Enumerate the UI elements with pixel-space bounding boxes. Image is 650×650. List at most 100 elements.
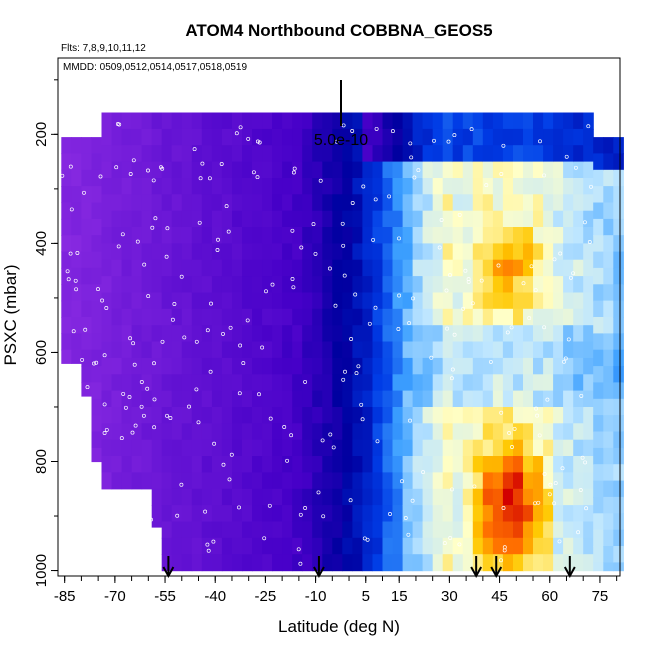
heatmap-cell	[492, 210, 504, 228]
heatmap-cell	[492, 227, 504, 244]
heatmap-cell	[553, 357, 564, 375]
heatmap-cell	[553, 488, 564, 506]
sample-marker	[457, 542, 462, 547]
sample-marker	[268, 416, 273, 421]
heatmap-cell	[232, 178, 243, 195]
sample-marker	[334, 139, 339, 144]
heatmap-cell	[262, 505, 273, 523]
sample-marker	[216, 237, 220, 242]
sample-marker	[416, 168, 421, 173]
heatmap-cell	[402, 292, 414, 310]
heatmap-cell	[442, 243, 454, 261]
heatmap-cell	[302, 210, 313, 228]
heatmap-cell	[603, 546, 614, 563]
heatmap-cell	[121, 374, 133, 392]
heatmap-cell	[191, 521, 203, 539]
sample-marker	[237, 505, 241, 510]
heatmap-cell	[262, 210, 273, 228]
heatmap-cell	[392, 128, 404, 146]
heatmap-cell	[272, 112, 283, 130]
heatmap-cell	[382, 505, 394, 523]
sample-marker	[542, 325, 547, 330]
sample-marker	[234, 131, 239, 136]
heatmap-cell	[482, 128, 494, 146]
heatmap-cell	[332, 145, 343, 163]
heatmap-cell	[523, 112, 534, 130]
heatmap-cell	[482, 227, 494, 244]
heatmap-cell	[101, 276, 113, 294]
heatmap-cell	[151, 276, 163, 294]
heatmap-cell	[171, 341, 183, 359]
heatmap-cell	[533, 390, 544, 408]
heatmap-cell	[61, 300, 72, 318]
heatmap-cell	[593, 169, 604, 187]
heatmap-cell	[412, 276, 424, 294]
heatmap-cell	[322, 161, 333, 179]
sample-marker	[421, 470, 426, 475]
sample-marker	[255, 139, 260, 144]
heatmap-cell	[141, 259, 153, 277]
heatmap-cell	[593, 415, 604, 433]
heatmap-cell	[91, 284, 103, 302]
heatmap-cell	[472, 341, 484, 359]
heatmap-cell	[362, 374, 373, 392]
heatmap-cell	[422, 488, 434, 506]
heatmap-cell	[342, 178, 353, 195]
heatmap-cell	[442, 537, 454, 555]
heatmap-cell	[613, 235, 624, 253]
heatmap-cell	[322, 357, 333, 375]
heatmap-cell	[221, 488, 233, 506]
sample-marker	[303, 379, 308, 384]
heatmap-cell	[191, 227, 203, 244]
heatmap-cell	[563, 145, 574, 163]
sample-marker	[512, 426, 517, 431]
heatmap-cell	[533, 423, 544, 441]
sample-marker	[371, 237, 376, 242]
heatmap-cell	[161, 390, 173, 408]
heatmap-cell	[573, 505, 584, 523]
heatmap-cell	[513, 423, 524, 441]
heatmap-cell	[181, 292, 193, 310]
heatmap-cell	[101, 292, 113, 310]
heatmap-cell	[402, 341, 414, 359]
heatmap-cell	[131, 439, 143, 457]
heatmap-cell	[372, 161, 384, 179]
sample-marker	[82, 190, 86, 195]
heatmap-cell	[533, 128, 544, 146]
heatmap-cell	[221, 292, 233, 310]
sample-marker	[200, 161, 205, 166]
heatmap-cell	[553, 407, 564, 424]
heatmap-cell	[181, 243, 193, 261]
heatmap-cell	[432, 112, 444, 130]
heatmap-cell	[332, 341, 343, 359]
heatmap-cell	[232, 128, 243, 146]
heatmap-cell	[543, 308, 554, 326]
heatmap-cell	[432, 390, 444, 408]
sample-marker	[299, 245, 304, 250]
sample-marker	[365, 537, 370, 542]
sample-marker	[564, 154, 569, 159]
heatmap-cell	[201, 423, 213, 441]
heatmap-cell	[462, 505, 474, 523]
heatmap-cell	[392, 243, 404, 261]
heatmap-cell	[462, 488, 474, 506]
sample-marker	[448, 273, 452, 278]
heatmap-cell	[352, 439, 363, 457]
heatmap-cell	[131, 325, 143, 343]
heatmap-cell	[292, 161, 303, 179]
heatmap-cell	[121, 423, 133, 441]
heatmap-cell	[613, 317, 624, 334]
heatmap-cell	[502, 407, 514, 424]
heatmap-cell	[282, 292, 293, 310]
heatmap-cell	[432, 194, 444, 212]
heatmap-cell	[412, 554, 424, 572]
heatmap-cell	[322, 374, 333, 392]
sample-marker	[321, 514, 326, 519]
heatmap-cell	[402, 505, 414, 523]
heatmap-cell	[201, 292, 213, 310]
heatmap-cell	[533, 357, 544, 375]
heatmap-cell	[422, 112, 434, 130]
heatmap-cell	[432, 521, 444, 539]
x-tick-label: 75	[592, 588, 609, 605]
heatmap-cell	[392, 227, 404, 244]
